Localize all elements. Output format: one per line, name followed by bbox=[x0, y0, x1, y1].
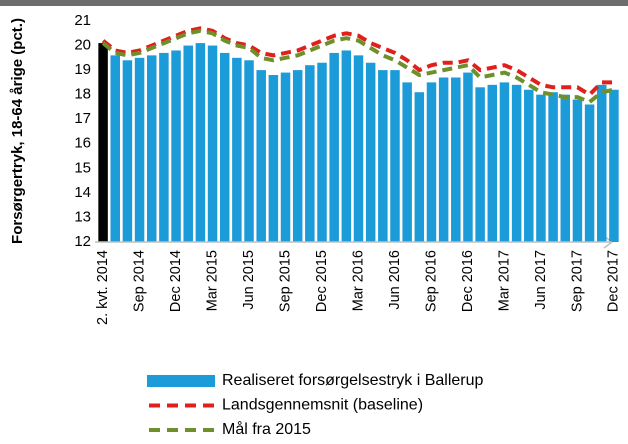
y-tick-label: 16 bbox=[74, 135, 91, 152]
x-tick-label: 2. kvt. 2014 bbox=[95, 250, 111, 325]
bar bbox=[463, 72, 473, 242]
y-tick-label: 17 bbox=[74, 110, 91, 127]
legend-swatch bbox=[147, 375, 215, 387]
x-tick-label: Sep 2014 bbox=[131, 250, 147, 312]
x-tick-label: Dec 2015 bbox=[314, 250, 330, 312]
bar bbox=[451, 77, 461, 242]
bar bbox=[98, 43, 108, 242]
bar bbox=[548, 92, 558, 242]
bar bbox=[232, 57, 242, 243]
bar bbox=[487, 84, 498, 242]
top-strip bbox=[0, 0, 628, 6]
y-tick-label: 18 bbox=[74, 86, 91, 103]
x-tick-label: Sep 2016 bbox=[423, 250, 439, 312]
bar bbox=[414, 92, 425, 242]
y-tick-label: 21 bbox=[74, 12, 91, 29]
x-tick-label: Jun 2016 bbox=[387, 250, 403, 310]
x-tick-label: Mar 2017 bbox=[496, 250, 512, 311]
y-tick-label: 19 bbox=[74, 61, 91, 78]
bar bbox=[536, 94, 546, 243]
bar bbox=[329, 52, 339, 242]
bar bbox=[305, 65, 315, 242]
y-tick-label: 15 bbox=[74, 159, 91, 176]
bar bbox=[207, 45, 218, 242]
bar bbox=[317, 62, 327, 242]
line bbox=[101, 26, 614, 97]
bar bbox=[524, 89, 534, 242]
y-tick-label: 13 bbox=[74, 208, 91, 225]
bar bbox=[244, 60, 254, 243]
bar bbox=[280, 72, 291, 242]
bar bbox=[268, 75, 279, 243]
legend-label: Landsgennemsnit (baseline) bbox=[222, 397, 423, 414]
bar bbox=[572, 99, 583, 242]
bar bbox=[159, 52, 169, 242]
bar bbox=[499, 82, 510, 242]
bar bbox=[134, 57, 145, 243]
bar bbox=[122, 60, 133, 243]
bar bbox=[438, 77, 449, 242]
bar bbox=[353, 55, 364, 242]
bar bbox=[292, 70, 303, 242]
y-tick-label: 12 bbox=[74, 233, 91, 250]
x-tick-label: Sep 2017 bbox=[569, 250, 585, 312]
bar bbox=[171, 50, 181, 242]
bar bbox=[378, 70, 388, 242]
x-tick-label: Jun 2015 bbox=[241, 250, 257, 310]
bar bbox=[146, 55, 157, 242]
bar bbox=[560, 94, 571, 243]
bar bbox=[609, 89, 619, 242]
bar bbox=[475, 87, 485, 242]
bar bbox=[390, 70, 400, 242]
line bbox=[101, 28, 615, 105]
x-tick-label: Sep 2015 bbox=[277, 250, 293, 312]
x-tick-label: Jun 2017 bbox=[533, 250, 549, 310]
x-tick-label: Mar 2015 bbox=[204, 250, 220, 311]
bar bbox=[511, 84, 522, 242]
y-tick-label: 20 bbox=[74, 37, 91, 54]
y-tick-label: 14 bbox=[74, 184, 91, 201]
bar bbox=[597, 84, 607, 242]
legend-label: Mål fra 2015 bbox=[222, 420, 311, 438]
x-tick-label: Mar 2016 bbox=[350, 250, 366, 311]
x-tick-label: Dec 2016 bbox=[460, 250, 476, 312]
bar bbox=[195, 43, 206, 242]
bar bbox=[584, 104, 595, 242]
bar bbox=[110, 55, 120, 242]
x-tick-label: Dec 2014 bbox=[168, 250, 184, 312]
bar bbox=[426, 82, 437, 242]
bar bbox=[365, 62, 376, 242]
y-axis-title: Forsørgertryk, 18-64 årige (pct.) bbox=[9, 18, 26, 244]
bar bbox=[341, 50, 352, 242]
bar bbox=[402, 82, 412, 242]
x-tick-label: Dec 2017 bbox=[606, 250, 622, 312]
bar bbox=[183, 45, 193, 242]
bar bbox=[219, 52, 230, 242]
legend-label: Realiseret forsørgelsestryk i Ballerup bbox=[222, 372, 484, 389]
bar bbox=[256, 70, 266, 242]
